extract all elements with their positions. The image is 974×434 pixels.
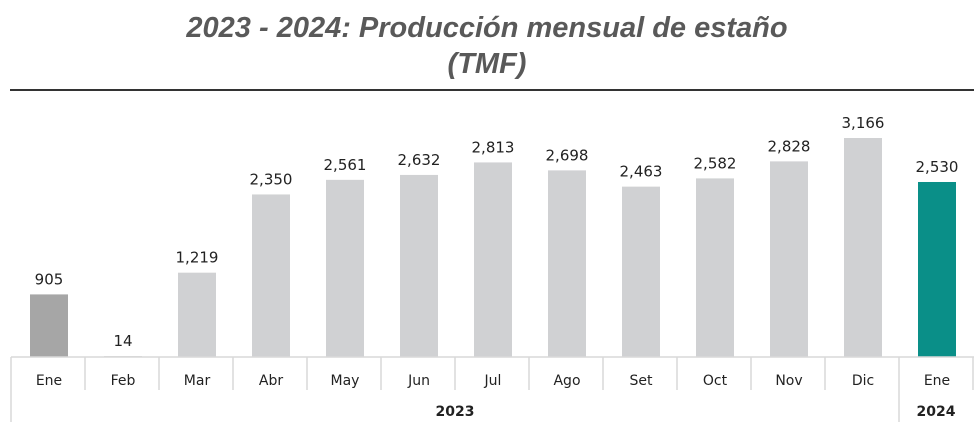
bar-8 xyxy=(622,186,660,357)
category-label-12: Ene xyxy=(924,373,950,389)
bar-5 xyxy=(400,174,438,357)
data-label-0: 905 xyxy=(35,270,64,288)
group-label-0: 2023 xyxy=(436,404,475,420)
title-line: 2023 - 2024: Producción mensual de estañ… xyxy=(186,12,788,44)
data-label-6: 2,813 xyxy=(472,138,515,156)
data-label-9: 2,582 xyxy=(694,154,737,172)
bar-10 xyxy=(770,161,808,357)
subtitle-line: (TMF) xyxy=(447,48,527,80)
chart-title: 2023 - 2024: Producción mensual de estañ… xyxy=(0,10,974,82)
bar-0 xyxy=(30,294,68,357)
bar-2 xyxy=(178,272,216,357)
bar-7 xyxy=(548,170,586,357)
data-label-11: 3,166 xyxy=(842,114,885,132)
data-label-4: 2,561 xyxy=(324,156,367,174)
bar-11 xyxy=(844,138,882,357)
category-label-0: Ene xyxy=(36,373,62,389)
category-label-7: Ago xyxy=(553,373,580,389)
group-label-1: 2024 xyxy=(917,404,956,420)
category-label-2: Mar xyxy=(184,373,211,389)
category-label-3: Abr xyxy=(259,373,283,389)
data-label-8: 2,463 xyxy=(620,163,663,181)
category-label-6: Jul xyxy=(484,373,502,389)
data-label-2: 1,219 xyxy=(176,249,219,267)
category-label-1: Feb xyxy=(111,373,136,389)
category-label-4: May xyxy=(331,373,360,389)
category-label-9: Oct xyxy=(703,373,728,389)
bar-12 xyxy=(918,181,956,357)
bar-3 xyxy=(252,194,290,357)
data-label-3: 2,350 xyxy=(250,170,293,188)
data-label-5: 2,632 xyxy=(398,151,441,169)
data-label-10: 2,828 xyxy=(768,137,811,155)
category-label-5: Jun xyxy=(407,373,430,389)
bar-6 xyxy=(474,162,512,357)
bar-4 xyxy=(326,179,364,357)
data-label-7: 2,698 xyxy=(546,146,589,164)
category-label-11: Dic xyxy=(852,373,874,389)
bar-9 xyxy=(696,178,734,357)
data-label-12: 2,530 xyxy=(916,158,959,176)
title-divider xyxy=(10,89,974,91)
category-label-8: Set xyxy=(630,373,654,389)
category-label-10: Nov xyxy=(775,373,802,389)
data-label-1: 14 xyxy=(113,332,132,350)
